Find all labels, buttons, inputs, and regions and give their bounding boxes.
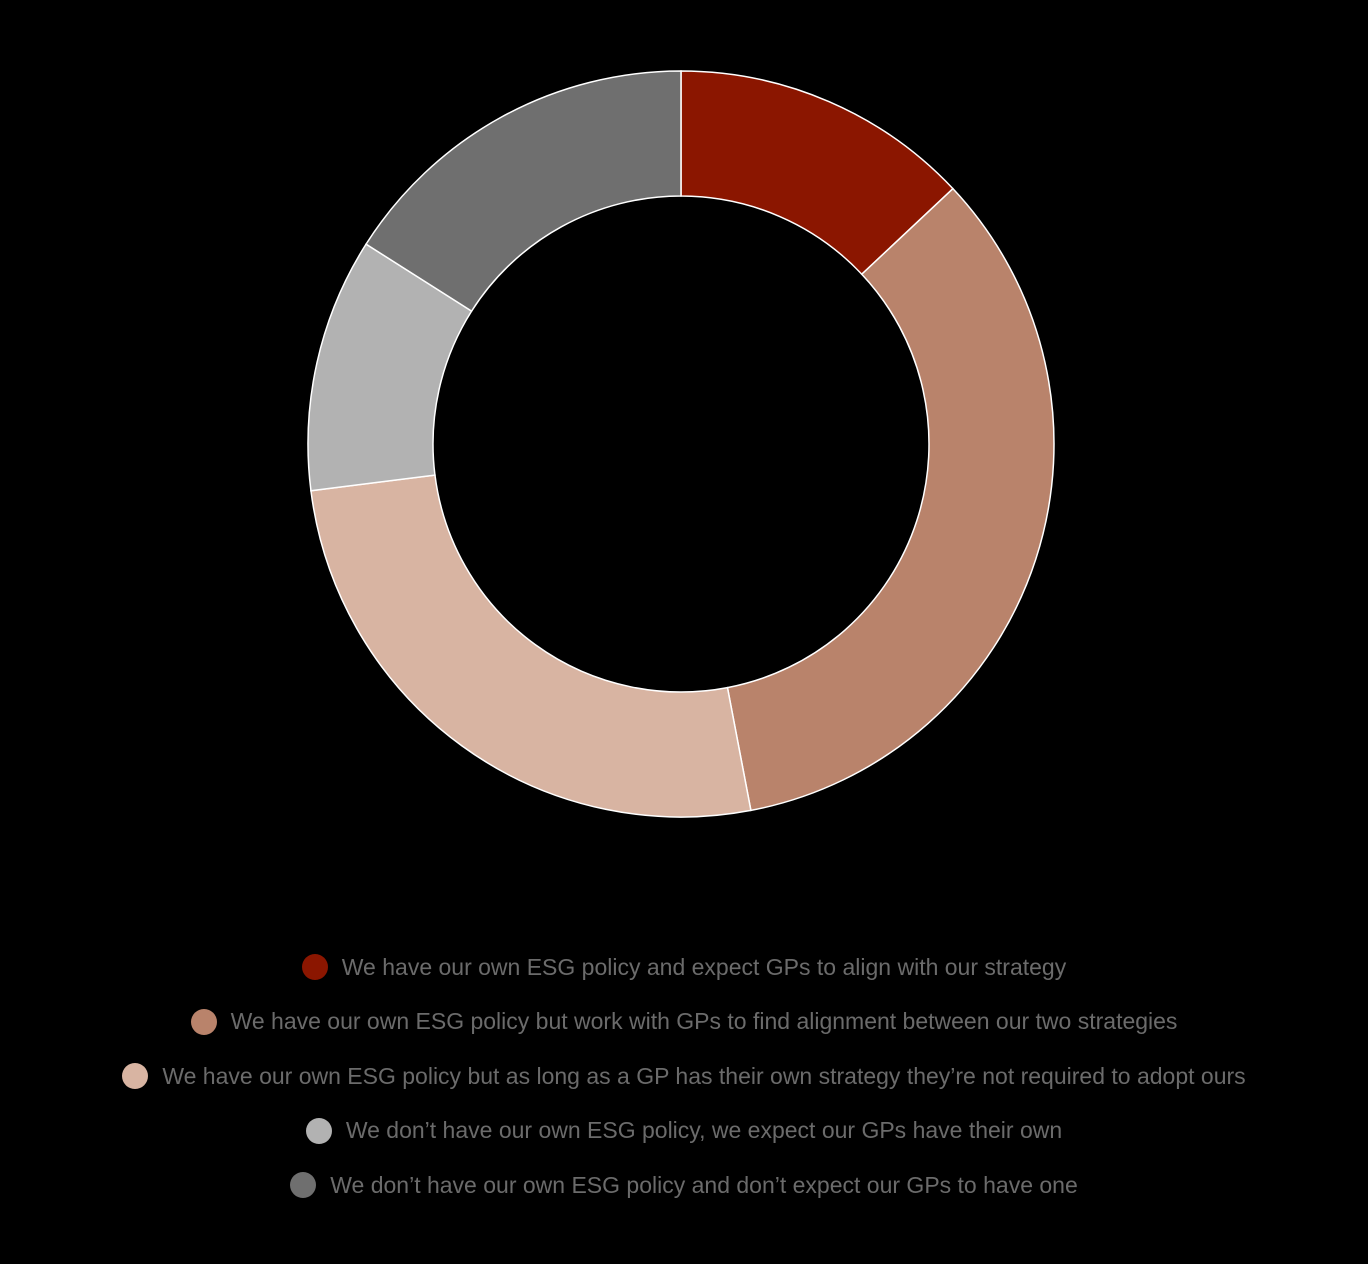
legend-swatch [290,1172,317,1199]
legend-item: We don’t have our own ESG policy and don… [0,1158,1368,1213]
chart-legend: We have our own ESG policy and expect GP… [0,940,1368,1213]
legend-swatch [305,1117,332,1144]
donut-slice [310,474,752,818]
legend-item: We have our own ESG policy but work with… [0,995,1368,1050]
legend-label: We don’t have our own ESG policy, we exp… [345,1117,1063,1144]
donut-chart [307,70,1055,818]
legend-label: We don’t have our own ESG policy and don… [330,1171,1078,1198]
legend-swatch [301,954,328,981]
legend-swatch [190,1008,217,1035]
donut-slice [726,187,1055,812]
donut-slice [365,70,682,313]
legend-label: We have our own ESG policy but as long a… [162,1062,1246,1089]
legend-label: We have our own ESG policy and expect GP… [341,953,1067,980]
legend-item: We have our own ESG policy but as long a… [0,1049,1368,1104]
legend-item: We don’t have our own ESG policy, we exp… [0,1104,1368,1159]
legend-label: We have our own ESG policy but work with… [230,1008,1178,1035]
legend-item: We have our own ESG policy and expect GP… [0,940,1368,995]
legend-swatch [122,1063,149,1090]
